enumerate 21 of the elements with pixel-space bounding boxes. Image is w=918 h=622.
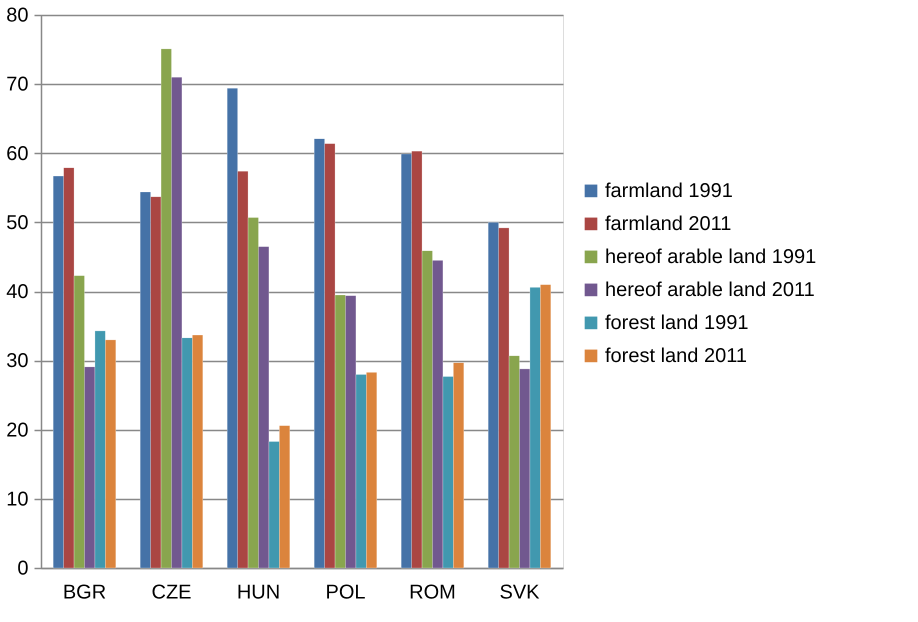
y-tick-label: 10 <box>6 488 28 510</box>
x-tick-label: POL <box>325 582 366 604</box>
y-tick-label: 70 <box>6 74 28 96</box>
x-tick-label: SVK <box>499 582 540 604</box>
x-tick-label: CZE <box>152 582 192 604</box>
y-tick-label: 50 <box>6 212 28 234</box>
y-tick-label: 20 <box>6 419 28 442</box>
legend-label: forest land 1991 <box>605 312 748 334</box>
legend-label: hereof arable land 2011 <box>605 278 815 301</box>
x-tick-label: ROM <box>409 582 456 604</box>
y-tick-label: 30 <box>6 350 28 372</box>
legend-label: hereof arable land 1991 <box>605 246 816 268</box>
y-tick-label: 60 <box>6 142 28 165</box>
y-tick-label: 0 <box>17 558 28 580</box>
x-tick-label: HUN <box>236 582 280 604</box>
y-tick-label: 80 <box>6 4 28 26</box>
y-tick-label: 40 <box>6 281 28 303</box>
x-tick-label: BGR <box>62 582 106 604</box>
legend-label: farmland 2011 <box>605 212 732 235</box>
legend-label: farmland 1991 <box>605 180 733 202</box>
legend-label: forest land 2011 <box>605 344 747 367</box>
